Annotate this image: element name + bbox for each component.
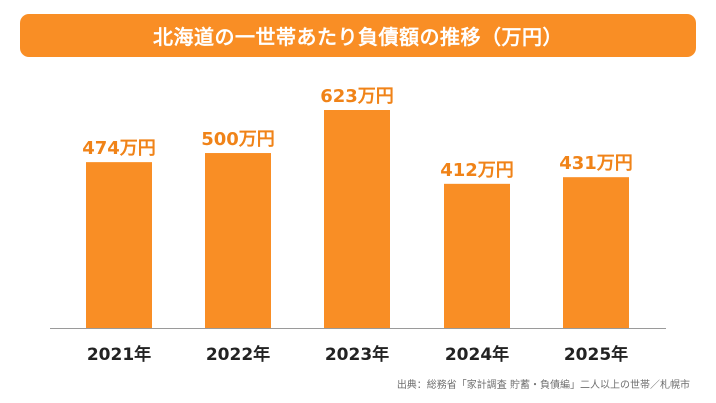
value-label: 474万円 <box>82 138 156 159</box>
bar-chart: 474万円 500万円 623万円 412万円 431万円 2021年 2022年 2023… <box>50 86 666 365</box>
chart-title: 北海道の一世帯あたり負債額の推移（万円） <box>153 25 563 49</box>
bar-2023年 <box>324 110 390 328</box>
source-note: 出典：総務省「家計調査 貯蓄・負債編」二人以上の世帯／札幌市 <box>396 380 690 391</box>
category-label: 2024年 <box>445 344 509 365</box>
bar-2022年 <box>205 153 271 328</box>
category-label: 2022年 <box>206 344 270 365</box>
bar-2025年 <box>563 177 629 328</box>
category-labels-layer: 2021年 2022年 2023年 2024年 2025年 <box>87 344 628 365</box>
category-label: 2021年 <box>87 344 151 365</box>
value-labels-layer: 474万円 500万円 623万円 412万円 431万円 <box>82 86 633 181</box>
bars-layer <box>86 110 629 328</box>
value-label: 500万円 <box>201 129 275 150</box>
category-label: 2025年 <box>564 344 628 365</box>
value-label: 412万円 <box>440 160 514 181</box>
bar-2021年 <box>86 162 152 328</box>
category-label: 2023年 <box>325 344 389 365</box>
bar-2024年 <box>444 183 510 328</box>
value-label: 431万円 <box>559 153 633 174</box>
title-banner: 北海道の一世帯あたり負債額の推移（万円） <box>20 14 696 57</box>
value-label: 623万円 <box>320 86 394 107</box>
